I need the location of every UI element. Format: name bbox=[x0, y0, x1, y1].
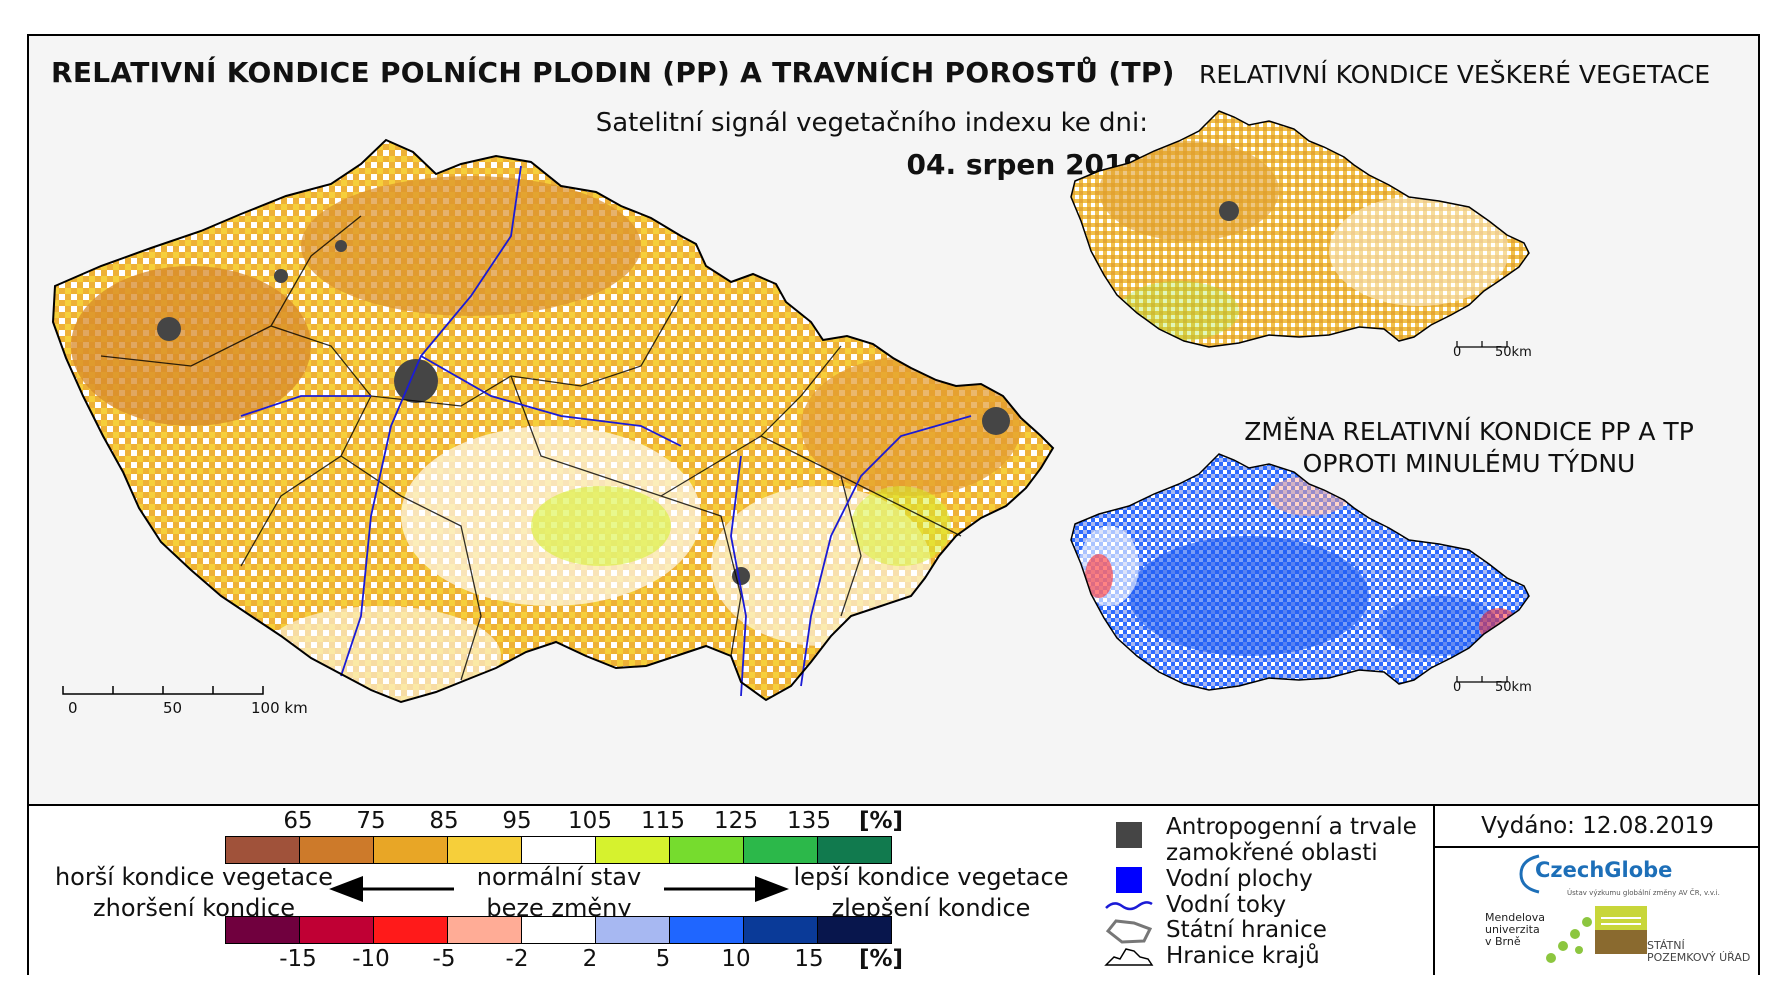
signal-label: Satelitní signál vegetačního indexu ke d… bbox=[595, 108, 1148, 138]
cond-swatch bbox=[596, 837, 670, 863]
mendel-line3: v Brně bbox=[1485, 935, 1521, 948]
normal-label: normální stav beze změny bbox=[459, 862, 659, 924]
anthropogenic-swatch-icon bbox=[1116, 822, 1142, 848]
cond-tick: 65 bbox=[283, 808, 313, 834]
cond-tick: 125 bbox=[714, 808, 758, 834]
chg-tick: -10 bbox=[352, 946, 390, 972]
legend-state-border: Státní hranice bbox=[1104, 917, 1434, 945]
main-title: RELATIVNÍ KONDICE POLNÍCH PLODIN (PP) A … bbox=[51, 56, 1175, 89]
spu-line1: STÁTNÍ bbox=[1647, 939, 1685, 952]
chg-tick: 15 bbox=[794, 946, 824, 972]
cond-swatch bbox=[522, 837, 596, 863]
chg-tick: -15 bbox=[279, 946, 317, 972]
chg-tick: -5 bbox=[432, 946, 456, 972]
chg-swatch bbox=[522, 917, 596, 943]
chg-swatch bbox=[448, 917, 522, 943]
cond-tick: 75 bbox=[356, 808, 386, 834]
czechglobe-logo: CzechGlobe bbox=[1535, 858, 1673, 882]
change-title-line1: ZMĚNA RELATIVNÍ KONDICE PP A TP bbox=[1244, 417, 1694, 446]
chg-swatch bbox=[226, 917, 300, 943]
spu-logo-icon bbox=[1595, 906, 1647, 954]
small-top-scale-0: 0 bbox=[1453, 345, 1462, 360]
state-border-label: Státní hranice bbox=[1166, 917, 1327, 943]
anthropogenic-line2: zamokřené oblasti bbox=[1166, 840, 1378, 866]
change-map bbox=[1070, 453, 1530, 691]
cond-tick: 115 bbox=[641, 808, 685, 834]
change-color-bar bbox=[225, 916, 892, 944]
chg-swatch bbox=[818, 917, 891, 943]
change-ticks: -15 -10 -5 -2 2 5 10 15 [%] bbox=[225, 946, 903, 974]
legend-water: Vodní plochy bbox=[1104, 866, 1434, 894]
chg-swatch bbox=[300, 917, 374, 943]
small-bottom-scale-0: 0 bbox=[1453, 680, 1462, 695]
czechglobe-logo-icon bbox=[1519, 854, 1540, 894]
main-scale-0: 0 bbox=[68, 699, 78, 717]
water-swatch-icon bbox=[1116, 867, 1142, 893]
symbol-legend: Antropogenní a trvale zamokřené oblasti … bbox=[1104, 806, 1434, 975]
cond-swatch bbox=[448, 837, 522, 863]
chg-swatch bbox=[596, 917, 670, 943]
small-bottom-scale-50: 50km bbox=[1495, 680, 1532, 695]
anthropogenic-line1: Antropogenní a trvale bbox=[1166, 814, 1417, 840]
change-title-line2: OPROTI MINULÉMU TÝDNU bbox=[1302, 449, 1636, 478]
legend-rivers: Vodní toky bbox=[1104, 892, 1434, 920]
cond-swatch bbox=[300, 837, 374, 863]
mendel-logo: Mendelova univerzita v Brně bbox=[1485, 912, 1545, 948]
chg-tick: 10 bbox=[721, 946, 751, 972]
mendel-line1: Mendelova bbox=[1485, 911, 1546, 924]
cond-tick: 85 bbox=[429, 808, 459, 834]
czechglobe-subtitle: Ústav výzkumu globální změny AV ČR, v.v.… bbox=[1567, 889, 1720, 897]
region-border-label: Hranice krajů bbox=[1166, 943, 1320, 969]
left-arrow-icon bbox=[329, 876, 454, 902]
river-line-icon bbox=[1105, 901, 1153, 911]
state-border-icon bbox=[1105, 919, 1153, 944]
main-condition-map bbox=[52, 139, 1054, 703]
main-scale-100: 100 km bbox=[251, 699, 308, 717]
better-label: lepší kondice vegetace zlepšení kondice bbox=[786, 862, 1076, 924]
main-scale-50: 50 bbox=[163, 699, 183, 717]
cond-swatch bbox=[818, 837, 891, 863]
cond-swatch bbox=[374, 837, 448, 863]
chg-tick: -2 bbox=[505, 946, 529, 972]
chg-swatch bbox=[670, 917, 744, 943]
chg-tick: 2 bbox=[582, 946, 598, 972]
cond-swatch bbox=[744, 837, 818, 863]
region-border-icon bbox=[1104, 948, 1154, 966]
cond-tick: 95 bbox=[502, 808, 532, 834]
change-title: ZMĚNA RELATIVNÍ KONDICE PP A TP OPROTI M… bbox=[1199, 416, 1739, 480]
legend-region-border: Hranice krajů bbox=[1104, 943, 1434, 971]
cond-swatch bbox=[670, 837, 744, 863]
chg-swatch bbox=[374, 917, 448, 943]
right-arrow-icon bbox=[664, 876, 789, 902]
spu-logo: STÁTNÍ POZEMKOVÝ ÚŘAD bbox=[1647, 940, 1750, 964]
condition-color-bar bbox=[225, 836, 892, 864]
all-vegetation-map bbox=[1070, 110, 1530, 348]
chg-unit: [%] bbox=[858, 946, 904, 972]
legend-anthropogenic: Antropogenní a trvale zamokřené oblasti bbox=[1104, 814, 1434, 866]
cond-tick: 105 bbox=[568, 808, 612, 834]
cond-tick: 135 bbox=[787, 808, 831, 834]
worse-line1: horší kondice vegetace bbox=[54, 863, 334, 891]
cond-unit: [%] bbox=[858, 808, 904, 834]
condition-ticks: 65 75 85 95 105 115 125 135 [%] bbox=[225, 808, 903, 836]
figure-frame: RELATIVNÍ KONDICE POLNÍCH PLODIN (PP) A … bbox=[27, 34, 1760, 975]
chg-tick: 5 bbox=[655, 946, 671, 972]
normal-line1: normální stav bbox=[476, 863, 642, 891]
small-top-scale-50: 50km bbox=[1495, 345, 1532, 360]
chg-swatch bbox=[744, 917, 818, 943]
worse-label: horší kondice vegetace zhoršení kondice bbox=[49, 862, 339, 924]
mendel-dots-icon bbox=[1546, 917, 1592, 963]
mendel-line2: univerzita bbox=[1485, 923, 1540, 936]
cond-swatch bbox=[226, 837, 300, 863]
all-vegetation-title: RELATIVNÍ KONDICE VEŠKERÉ VEGETACE bbox=[1199, 60, 1711, 89]
spu-line2: POZEMKOVÝ ÚŘAD bbox=[1647, 951, 1751, 964]
rivers-label: Vodní toky bbox=[1166, 892, 1287, 918]
issued-date: Vydáno: 12.08.2019 bbox=[1435, 806, 1760, 848]
map-area: RELATIVNÍ KONDICE POLNÍCH PLODIN (PP) A … bbox=[29, 36, 1758, 804]
water-label: Vodní plochy bbox=[1166, 866, 1313, 892]
better-line1: lepší kondice vegetace bbox=[793, 863, 1069, 891]
legend-panel: 65 75 85 95 105 115 125 135 [%] horší ko… bbox=[29, 804, 1760, 975]
issued-panel: Vydáno: 12.08.2019 CzechGlobe Ústav výzk… bbox=[1433, 806, 1760, 975]
